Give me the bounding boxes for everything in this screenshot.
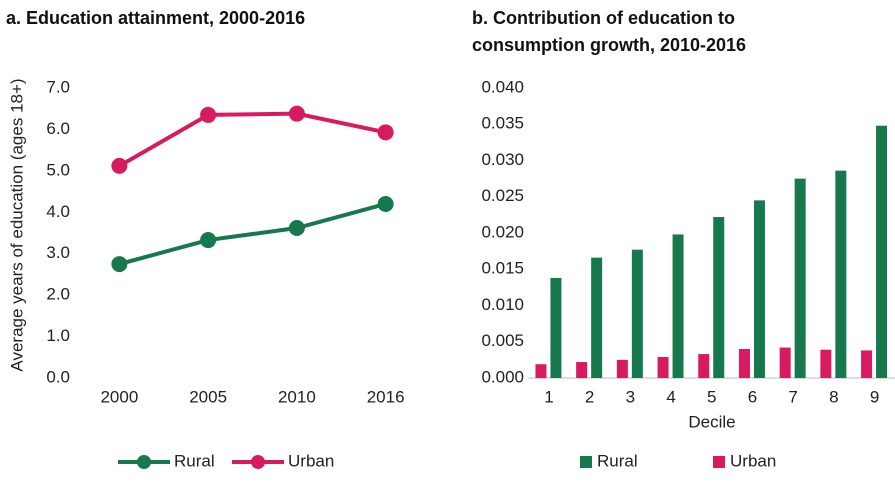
bar bbox=[876, 125, 888, 378]
legend-marker bbox=[580, 456, 592, 468]
bar bbox=[616, 359, 628, 378]
y-tick-label: 0.035 bbox=[481, 114, 524, 133]
x-tick-label: 6 bbox=[748, 387, 757, 406]
y-tick-label: 0.030 bbox=[481, 150, 524, 169]
y-tick-label: 0.025 bbox=[481, 186, 524, 205]
bar bbox=[631, 249, 643, 378]
y-tick-label: 4.0 bbox=[46, 202, 70, 221]
legend-label: Urban bbox=[730, 451, 776, 470]
chart-title: b. Contribution of education to consumpt… bbox=[472, 8, 747, 55]
legend-label: Rural bbox=[597, 451, 638, 470]
x-tick-label: 2016 bbox=[367, 387, 405, 406]
y-tick-label: 0.000 bbox=[481, 367, 524, 386]
y-tick-label: 6.0 bbox=[46, 119, 70, 138]
y-tick-label: 0.0 bbox=[46, 367, 70, 386]
bar bbox=[576, 362, 588, 378]
legend-label: Urban bbox=[288, 451, 334, 470]
y-tick-label: 3.0 bbox=[46, 243, 70, 262]
point bbox=[111, 157, 128, 174]
bar bbox=[591, 257, 603, 378]
x-tick-label: 1 bbox=[544, 387, 553, 406]
point bbox=[200, 232, 217, 249]
y-tick-label: 0.010 bbox=[481, 295, 524, 314]
x-tick-label: 4 bbox=[666, 387, 675, 406]
x-tick-label: 8 bbox=[829, 387, 838, 406]
legend-label: Rural bbox=[174, 451, 215, 470]
bar bbox=[672, 234, 684, 378]
bar bbox=[779, 347, 791, 378]
point bbox=[288, 105, 305, 122]
bar bbox=[820, 349, 832, 378]
y-tick-label: 0.015 bbox=[481, 259, 524, 278]
x-tick-label: 2 bbox=[585, 387, 594, 406]
y-tick-label: 0.040 bbox=[481, 77, 524, 96]
legend-marker bbox=[137, 455, 151, 469]
x-tick-label: 2005 bbox=[189, 387, 227, 406]
x-tick-label: 7 bbox=[788, 387, 797, 406]
bar bbox=[657, 356, 669, 378]
y-tick-label: 0.005 bbox=[481, 331, 524, 350]
line bbox=[118, 111, 387, 168]
bar bbox=[861, 350, 873, 378]
bar bbox=[550, 277, 562, 378]
x-axis-label: Decile bbox=[688, 412, 735, 431]
point bbox=[377, 196, 394, 212]
point bbox=[377, 124, 394, 141]
bar bbox=[794, 178, 806, 378]
y-tick-label: 1.0 bbox=[46, 326, 70, 345]
x-tick-label: 9 bbox=[870, 387, 879, 406]
y-tick-label: 0.020 bbox=[481, 222, 524, 241]
legend-marker bbox=[713, 456, 725, 468]
legend-marker bbox=[251, 455, 265, 469]
bar bbox=[738, 349, 750, 378]
bar bbox=[753, 200, 765, 378]
x-tick-label: 5 bbox=[707, 387, 716, 406]
x-tick-label: 3 bbox=[626, 387, 635, 406]
point bbox=[200, 106, 217, 123]
bar bbox=[835, 170, 847, 378]
y-tick-label: 2.0 bbox=[46, 285, 70, 304]
chart-title: a. Education attainment, 2000-2016 bbox=[6, 8, 306, 28]
point bbox=[111, 256, 128, 273]
x-tick-label: 2010 bbox=[278, 387, 316, 406]
line bbox=[118, 202, 387, 267]
point bbox=[288, 220, 305, 237]
y-axis-label: Average years of education (ages 18+) bbox=[7, 78, 26, 371]
y-tick-label: 7.0 bbox=[46, 77, 70, 96]
x-tick-label: 2000 bbox=[100, 387, 138, 406]
bar bbox=[535, 364, 547, 378]
y-tick-label: 5.0 bbox=[46, 160, 70, 179]
bar bbox=[698, 354, 710, 378]
bar bbox=[713, 217, 725, 378]
